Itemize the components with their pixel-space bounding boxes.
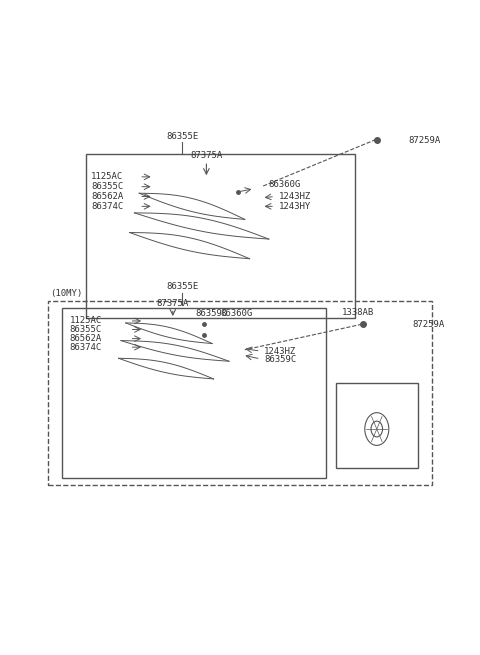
Text: 86374C: 86374C bbox=[70, 343, 102, 352]
Text: 87259A: 87259A bbox=[408, 136, 440, 145]
Text: 87375A: 87375A bbox=[190, 151, 223, 160]
Text: 86360G: 86360G bbox=[269, 180, 301, 189]
Text: 1125AC: 1125AC bbox=[70, 316, 102, 326]
Text: 1338AB: 1338AB bbox=[341, 308, 374, 317]
Text: 86359C: 86359C bbox=[195, 309, 228, 318]
Text: 86355E: 86355E bbox=[166, 282, 199, 291]
Text: 86355C: 86355C bbox=[70, 325, 102, 334]
Text: 86360G: 86360G bbox=[221, 309, 253, 318]
Text: 1243HY: 1243HY bbox=[278, 202, 311, 211]
Text: 86355E: 86355E bbox=[166, 132, 199, 141]
Text: 86374C: 86374C bbox=[91, 202, 123, 211]
Text: 87259A: 87259A bbox=[413, 320, 445, 329]
Text: 1243HZ: 1243HZ bbox=[264, 347, 296, 356]
Text: 86562A: 86562A bbox=[70, 334, 102, 343]
Text: 87375A: 87375A bbox=[156, 299, 189, 308]
Text: 1243HZ: 1243HZ bbox=[278, 192, 311, 201]
Text: 86355C: 86355C bbox=[91, 182, 123, 191]
Text: 86359C: 86359C bbox=[264, 355, 296, 364]
Text: 86562A: 86562A bbox=[91, 192, 123, 201]
Text: (10MY): (10MY) bbox=[50, 289, 83, 298]
Text: 1125AC: 1125AC bbox=[91, 172, 123, 181]
